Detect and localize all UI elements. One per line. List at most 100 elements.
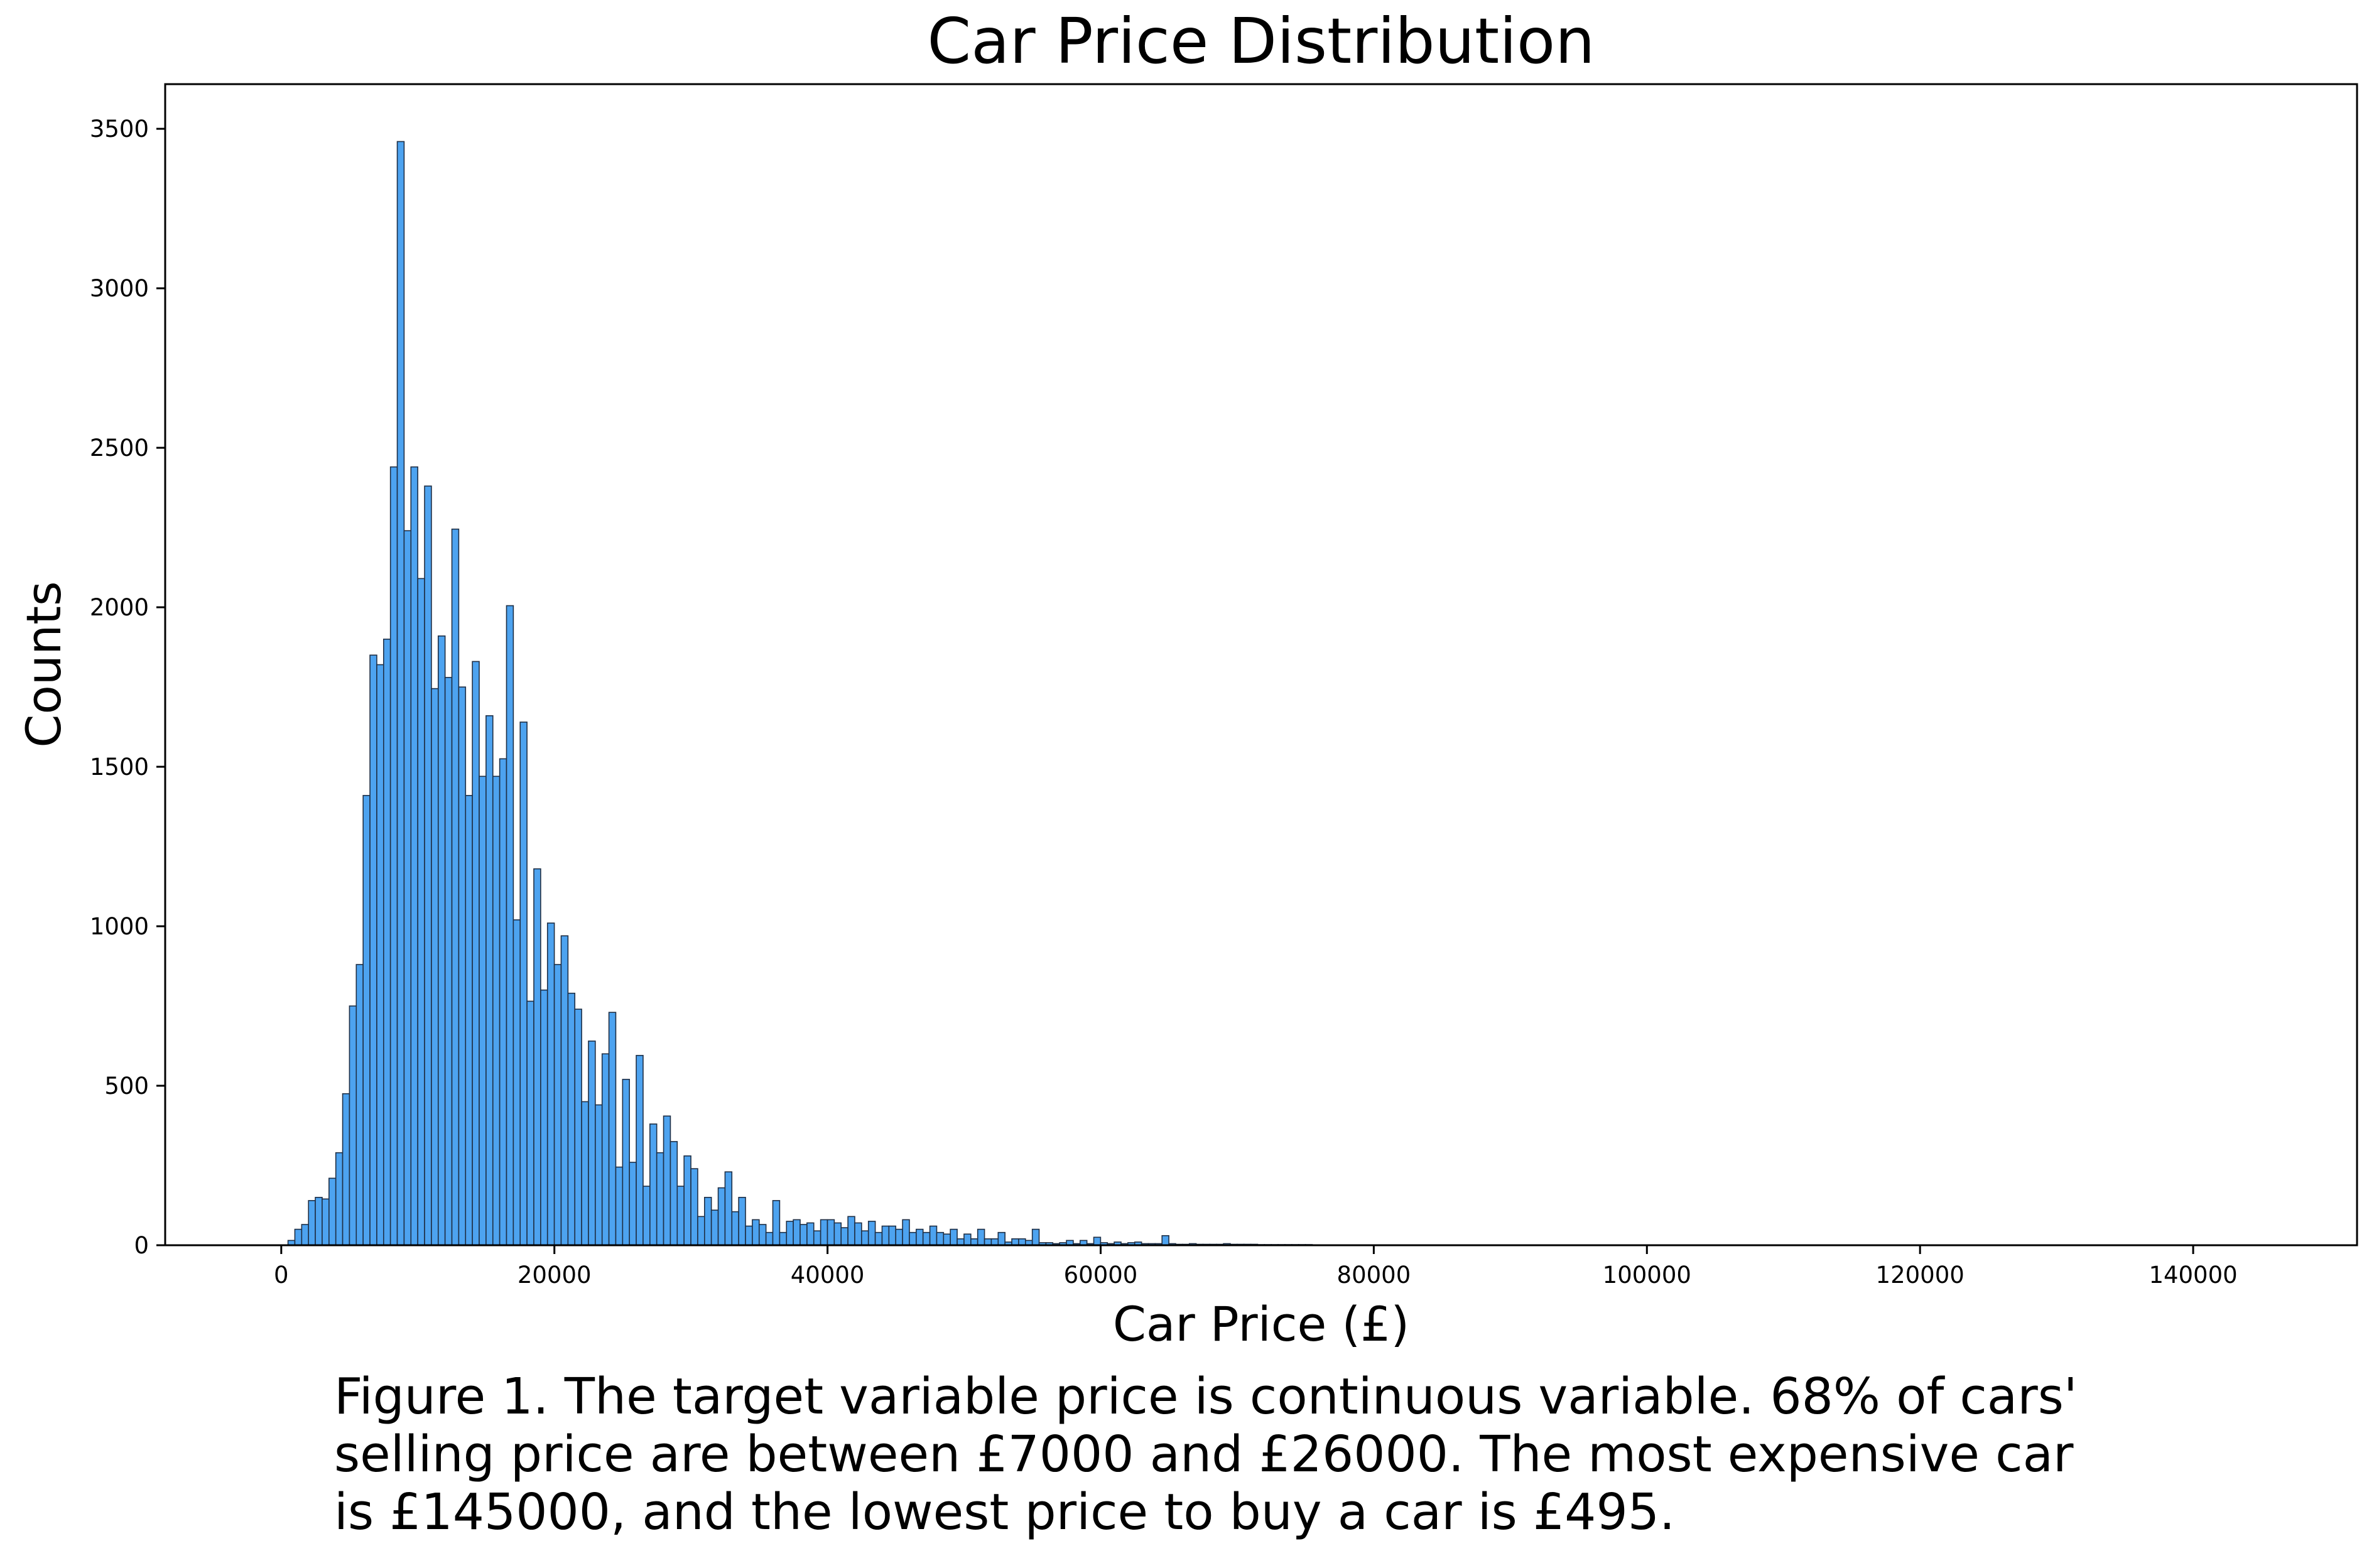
histogram-bar [854,1222,862,1246]
histogram-bar [601,1053,610,1246]
y-tick-label: 2000 [90,594,149,621]
histogram-bar [465,794,473,1246]
histogram-bar [704,1197,712,1246]
histogram-bar [479,776,487,1246]
histogram-bar [506,605,514,1246]
histogram-bar [881,1225,890,1246]
y-tick-label: 0 [134,1232,149,1259]
histogram-bar [540,989,548,1246]
histogram-bar [888,1225,897,1246]
histogram-bar [615,1166,624,1246]
histogram-bar [895,1228,903,1246]
x-axis-label: Car Price (£) [1113,1296,1409,1352]
caption-line: Figure 1. The target variable price is c… [334,1368,2078,1425]
x-tick-label: 100000 [1603,1262,1691,1289]
x-axis: 0 20000 40000 60000 80000 100000 120000 140000 [274,1245,2238,1289]
histogram-bar [697,1216,705,1246]
histogram-bar [683,1155,691,1246]
histogram-bar [874,1231,883,1246]
histogram-bar [424,485,432,1246]
figure-caption: Figure 1. The target variable price is c… [334,1368,2218,1541]
histogram-bar [1161,1235,1169,1246]
histogram-bar [349,1005,357,1246]
histogram-bar [636,1054,644,1246]
histogram-bar [909,1231,917,1246]
plot-frame [164,83,2358,1246]
y-axis-label: Counts [16,581,72,747]
y-axis: 0 500 1000 1500 2000 2500 3000 3500 [90,116,165,1259]
histogram-bar [581,1101,589,1246]
x-tick-label: 0 [274,1262,289,1289]
x-tick-label: 40000 [791,1262,865,1289]
histogram-bar [526,1000,534,1246]
histogram-bar [813,1230,821,1246]
histogram-bar [560,935,569,1246]
histogram-bar [840,1227,848,1246]
histogram-bar [984,1238,992,1246]
histogram-bar [472,661,480,1246]
histogram-bar [444,677,453,1246]
histogram-bar [451,528,460,1246]
histogram-bar [669,1141,678,1246]
histogram-bar [485,715,494,1246]
histogram-bar [806,1222,815,1246]
x-tick-label: 140000 [2149,1262,2237,1289]
histogram-bar [1018,1238,1026,1246]
histogram-bar [663,1115,671,1246]
histogram-bar [431,688,439,1246]
histogram-bar [396,141,405,1246]
histogram-bar [676,1186,685,1246]
histogram-bar [369,654,377,1246]
chart-title: Car Price Distribution [927,4,1595,78]
x-tick-label: 60000 [1064,1262,1138,1289]
histogram-bar [786,1221,794,1246]
histogram-bar [328,1177,337,1246]
y-tick-label: 500 [104,1073,149,1100]
histogram-bar [943,1233,951,1246]
histogram-bar [410,466,418,1246]
histogram-bar [588,1041,596,1246]
histogram-bar [499,758,507,1246]
histogram-bar [936,1231,945,1246]
histogram-bar [574,1008,582,1246]
histogram-bar [1093,1236,1102,1246]
caption-line: selling price are between £7000 and £260… [334,1425,2074,1483]
y-tick-label: 3500 [90,116,149,143]
histogram-bar [1011,1238,1019,1246]
histogram-bar [977,1228,985,1246]
histogram-bar [724,1171,733,1246]
y-tick-label: 1000 [90,913,149,940]
histogram-bar [957,1238,965,1246]
histogram-bar [731,1211,739,1246]
histogram-bar [382,639,391,1246]
histogram-bar [519,722,528,1246]
histogram-bar [710,1209,719,1246]
histogram-bar [963,1233,972,1246]
histogram-bar [308,1200,316,1246]
histogram-bar [355,964,364,1246]
histogram-bar [833,1222,842,1246]
histogram-bar [403,530,412,1246]
histogram-bar [772,1200,781,1246]
histogram-bar [342,1093,350,1246]
x-tick-label: 120000 [1876,1262,1965,1289]
histogram-bar [362,794,371,1246]
histogram-bar [950,1228,958,1246]
histogram-bar [322,1198,330,1246]
histogram-bar [533,868,541,1246]
histogram-bar [779,1231,788,1246]
histogram-bar [315,1197,323,1246]
histogram-bar [765,1231,774,1246]
histogram-bar [929,1225,938,1246]
histogram-bar [629,1162,637,1246]
histogram-bar [301,1224,310,1246]
histogram-bar [595,1104,603,1246]
histogram-bar [717,1187,726,1246]
histogram-bar [389,466,398,1246]
histogram-bar [902,1219,910,1246]
histogram-bar [512,919,521,1246]
histogram-bar [458,686,467,1246]
histogram-bar [847,1216,855,1246]
histogram-bar [827,1219,835,1246]
